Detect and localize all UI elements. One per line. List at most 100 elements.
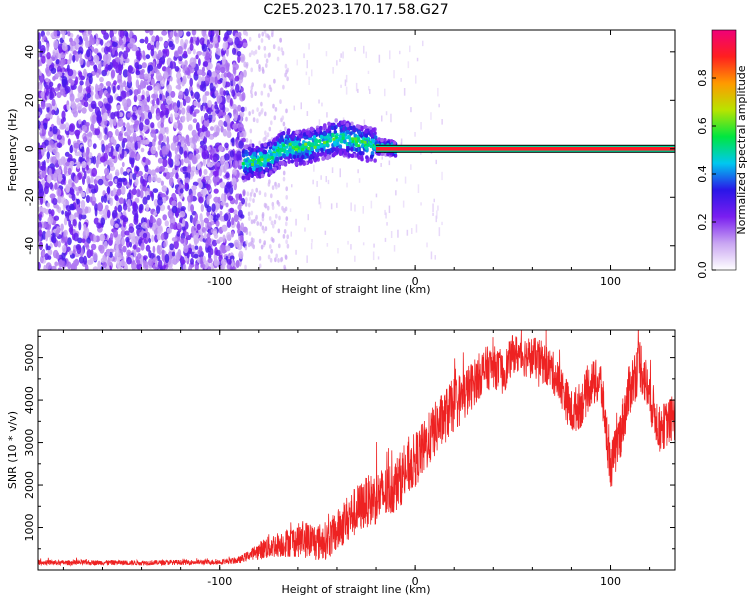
spectrogram-sparse-cell xyxy=(270,193,273,199)
spectrogram-carrier-cell xyxy=(252,166,256,172)
spectrogram-carrier-cell xyxy=(386,152,390,157)
spectrogram-noise-cell xyxy=(83,223,87,232)
spectrogram-sparse-cell xyxy=(249,139,253,145)
spectrogram-noise-cell xyxy=(104,213,108,221)
spectrogram-noise-cell xyxy=(191,61,196,68)
spectrogram-noise-cell xyxy=(94,207,98,217)
spectrogram-streak xyxy=(438,103,440,108)
spectrogram-sparse-cell xyxy=(284,206,288,212)
spectrogram-noise-cell xyxy=(152,188,159,194)
spectrogram-carrier-cell xyxy=(263,142,268,148)
spectrogram-noise-cell xyxy=(78,256,84,264)
spectrogram-carrier-cell xyxy=(323,123,327,128)
spectrogram-sparse-cell xyxy=(245,230,249,236)
spectrogram-carrier-cell xyxy=(315,147,319,153)
spectrogram-noise-cell xyxy=(199,84,204,91)
spectrogram-xlabel: Height of straight line (km) xyxy=(281,283,430,296)
spectrogram-noise-cell xyxy=(160,103,166,111)
spectrogram-carrier-peak xyxy=(310,146,314,150)
spectrogram-carrier-peak xyxy=(323,141,326,145)
spectrogram-streak xyxy=(434,255,436,260)
spectrogram-streak xyxy=(365,51,367,59)
spectrogram-noise-cell xyxy=(196,69,203,76)
spectrogram-noise-cell xyxy=(86,249,92,259)
spectrogram-noise-cell xyxy=(69,160,75,166)
spectrogram-sparse-cell xyxy=(248,216,251,221)
spectrogram-noise-cell xyxy=(207,257,213,264)
spectrogram-carrier-cell xyxy=(373,135,378,140)
spectrogram-sparse-cell xyxy=(284,126,287,132)
spectrogram-noise-cell xyxy=(157,145,161,151)
spectrogram-noise-cell xyxy=(176,145,180,152)
spectrogram-noise-cell xyxy=(211,30,215,37)
spectrogram-noise-cell xyxy=(103,240,108,249)
spectrogram-noise-cell xyxy=(211,239,218,247)
spectrogram-noise-cell xyxy=(106,174,112,180)
spectrogram-noise-cell xyxy=(45,77,49,83)
spectrogram-noise-cell xyxy=(228,73,234,81)
spectrogram-streak xyxy=(381,156,383,160)
spectrogram-sparse-cell xyxy=(272,44,276,50)
colorbar-tick-label: 0.2 xyxy=(696,213,709,231)
spectrogram-carrier-cell xyxy=(341,133,346,138)
spectrogram-carrier-cell xyxy=(357,130,362,135)
spectrogram-noise-cell xyxy=(235,194,240,201)
spectrogram-noise-cell xyxy=(222,55,226,65)
spectrogram-streak xyxy=(295,218,297,226)
spectrogram-noise-cell xyxy=(158,249,162,256)
spectrogram-carrier-cell xyxy=(339,139,344,144)
spectrogram-noise-cell xyxy=(157,197,164,206)
spectrogram-noise-cell xyxy=(86,60,91,68)
spectrogram-streak xyxy=(389,50,391,60)
spectrogram-noise-cell xyxy=(157,225,163,234)
spectrogram-noise-cell xyxy=(238,40,243,48)
spectrogram-noise-cell xyxy=(90,249,94,257)
spectrogram-noise-cell xyxy=(100,30,107,35)
spectrogram-streak xyxy=(388,160,391,166)
spectrogram-noise-cell xyxy=(165,126,169,135)
spectrogram-noise-cell xyxy=(192,217,197,225)
spectrogram-noise-cell xyxy=(52,125,58,135)
spectrogram-streak xyxy=(402,200,405,208)
spectrogram-carrier-cell xyxy=(339,128,344,133)
spectrogram-noise-cell xyxy=(193,100,198,107)
spectrogram-carrier-cell xyxy=(350,146,354,151)
spectrogram-streak xyxy=(295,249,297,255)
spectrogram-frame xyxy=(37,29,676,271)
spectrogram-noise-cell xyxy=(94,128,100,136)
spectrogram-noise-cell xyxy=(193,150,197,156)
spectrogram-noise-cell xyxy=(238,250,244,260)
spectrogram-noise-cell xyxy=(104,127,108,135)
spectrogram-carrier-peak xyxy=(269,153,273,156)
spectrogram-sparse-cell xyxy=(267,92,270,98)
spectrogram-noise-cell xyxy=(165,95,172,105)
spectrogram-sparse-cell xyxy=(252,177,256,183)
snr-frame xyxy=(37,329,676,571)
spectrogram-noise-cell xyxy=(49,126,53,132)
spectrogram-noise-cell xyxy=(212,230,217,236)
spectrogram-noise-cell xyxy=(187,124,193,131)
spectrogram-noise-cell xyxy=(142,125,149,131)
spectrogram-streak xyxy=(318,196,320,205)
spectrogram-noise-cell xyxy=(76,133,80,140)
spectrogram-streak xyxy=(354,255,356,262)
spectrogram-noise-cell xyxy=(186,31,191,37)
spectrogram-noise-cell xyxy=(65,185,70,194)
spectrogram-carrier-cell xyxy=(370,151,375,156)
spectrogram-noise-cell xyxy=(63,165,68,175)
spectrogram-streak xyxy=(372,251,375,261)
spectrogram-noise-cell xyxy=(136,188,141,198)
spectrogram-noise-cell xyxy=(121,148,125,157)
spectrogram-noise-cell xyxy=(107,131,113,138)
spectrogram-carrier-peak xyxy=(332,137,336,141)
spectrogram-noise-cell xyxy=(143,139,148,145)
spectrogram-noise-cell xyxy=(84,263,89,270)
spectrogram-noise-cell xyxy=(144,164,149,173)
spectrogram-carrier-peak xyxy=(369,145,373,148)
spectrogram-noise-cell xyxy=(127,207,131,212)
spectrogram-noise-cell xyxy=(175,71,182,80)
spectrogram-noise-cell xyxy=(210,126,214,131)
spectrogram-noise-cell xyxy=(155,53,161,60)
spectrogram-noise-cell xyxy=(155,71,162,82)
spectrogram-noise-cell xyxy=(38,111,41,116)
